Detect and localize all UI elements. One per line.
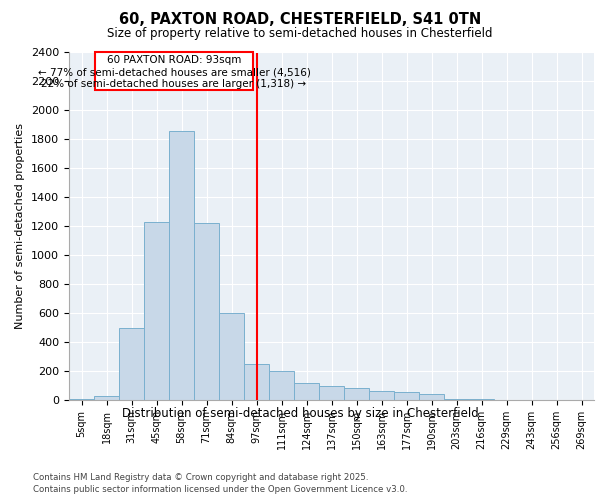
Bar xyxy=(94,396,119,400)
Bar xyxy=(119,328,144,400)
Bar xyxy=(69,398,94,400)
Text: ← 77% of semi-detached houses are smaller (4,516): ← 77% of semi-detached houses are smalle… xyxy=(38,67,310,77)
Bar xyxy=(369,392,394,400)
Bar xyxy=(444,398,469,400)
Bar xyxy=(319,386,344,400)
Bar xyxy=(169,130,194,400)
Text: Distribution of semi-detached houses by size in Chesterfield: Distribution of semi-detached houses by … xyxy=(122,408,478,420)
Bar xyxy=(144,222,169,400)
Bar xyxy=(419,394,444,400)
Y-axis label: Number of semi-detached properties: Number of semi-detached properties xyxy=(16,123,25,329)
Text: 60, PAXTON ROAD, CHESTERFIELD, S41 0TN: 60, PAXTON ROAD, CHESTERFIELD, S41 0TN xyxy=(119,12,481,28)
Text: Contains public sector information licensed under the Open Government Licence v3: Contains public sector information licen… xyxy=(33,485,407,494)
Text: Size of property relative to semi-detached houses in Chesterfield: Size of property relative to semi-detach… xyxy=(107,28,493,40)
FancyBboxPatch shape xyxy=(95,52,253,90)
Bar xyxy=(394,392,419,400)
Bar xyxy=(219,313,244,400)
Bar xyxy=(344,388,369,400)
Bar xyxy=(194,224,219,400)
Bar xyxy=(269,371,294,400)
Text: 60 PAXTON ROAD: 93sqm: 60 PAXTON ROAD: 93sqm xyxy=(107,56,241,66)
Text: 22% of semi-detached houses are larger (1,318) →: 22% of semi-detached houses are larger (… xyxy=(41,79,307,89)
Bar xyxy=(294,382,319,400)
Bar xyxy=(244,364,269,400)
Text: Contains HM Land Registry data © Crown copyright and database right 2025.: Contains HM Land Registry data © Crown c… xyxy=(33,472,368,482)
